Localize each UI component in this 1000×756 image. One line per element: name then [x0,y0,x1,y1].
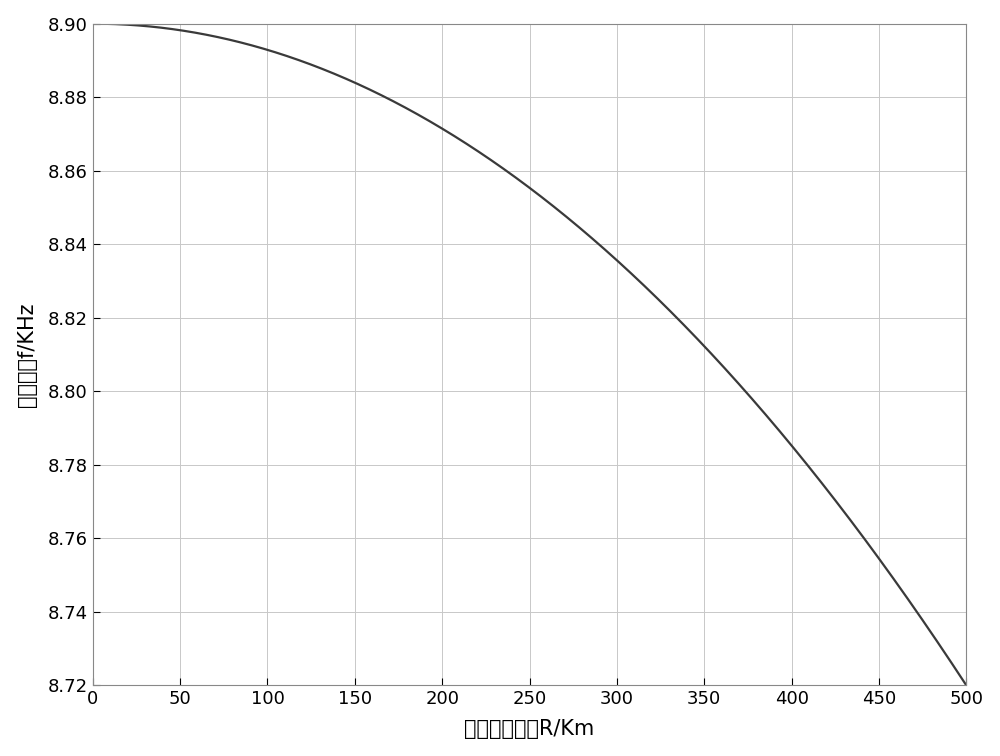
Y-axis label: 预补偿值f/KHz: 预补偿值f/KHz [17,302,37,407]
X-axis label: 区域半径大小R/Km: 区域半径大小R/Km [464,719,595,739]
